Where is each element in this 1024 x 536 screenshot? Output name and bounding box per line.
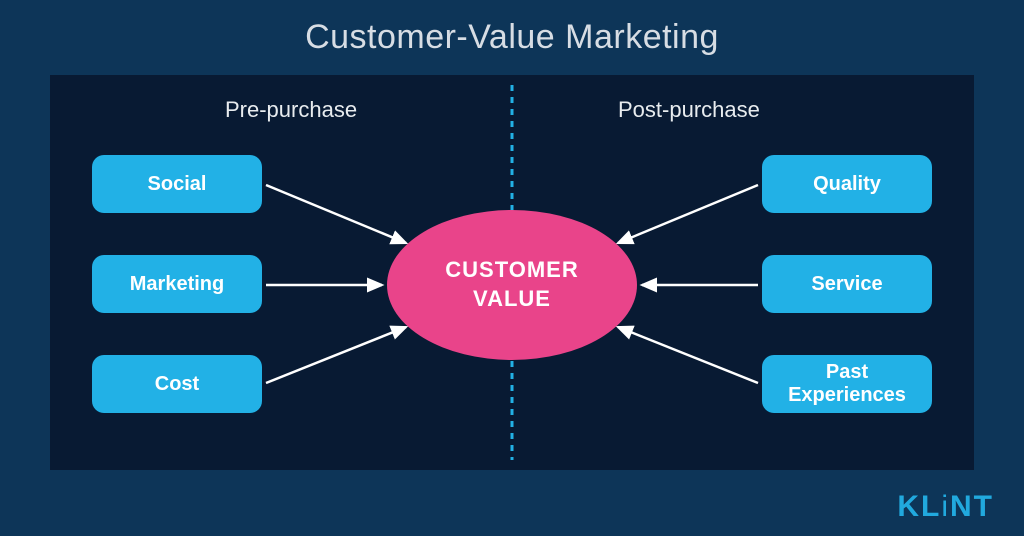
arrow: [266, 327, 406, 383]
center-line2: VALUE: [473, 285, 551, 314]
arrow: [618, 185, 758, 243]
section-label-post: Post-purchase: [618, 97, 760, 123]
outer-container: Customer-Value Marketing Pre-purchase Po…: [0, 0, 1024, 536]
left-box: Cost: [92, 355, 262, 413]
logo-part3: NT: [950, 490, 994, 523]
right-box: Quality: [762, 155, 932, 213]
left-box: Marketing: [92, 255, 262, 313]
right-box: Service: [762, 255, 932, 313]
page-title: Customer-Value Marketing: [0, 18, 1024, 57]
logo-part1: KL: [897, 490, 941, 523]
section-label-pre: Pre-purchase: [225, 97, 357, 123]
arrow: [266, 185, 406, 243]
center-line1: CUSTOMER: [445, 256, 579, 285]
arrow: [618, 327, 758, 383]
left-box: Social: [92, 155, 262, 213]
right-box: Past Experiences: [762, 355, 932, 413]
logo-part2: i: [941, 490, 950, 523]
brand-logo: KLiNT: [897, 490, 994, 524]
center-oval: CUSTOMER VALUE: [387, 210, 637, 360]
diagram-panel: Pre-purchase Post-purchase CUSTOMER VALU…: [50, 75, 974, 470]
